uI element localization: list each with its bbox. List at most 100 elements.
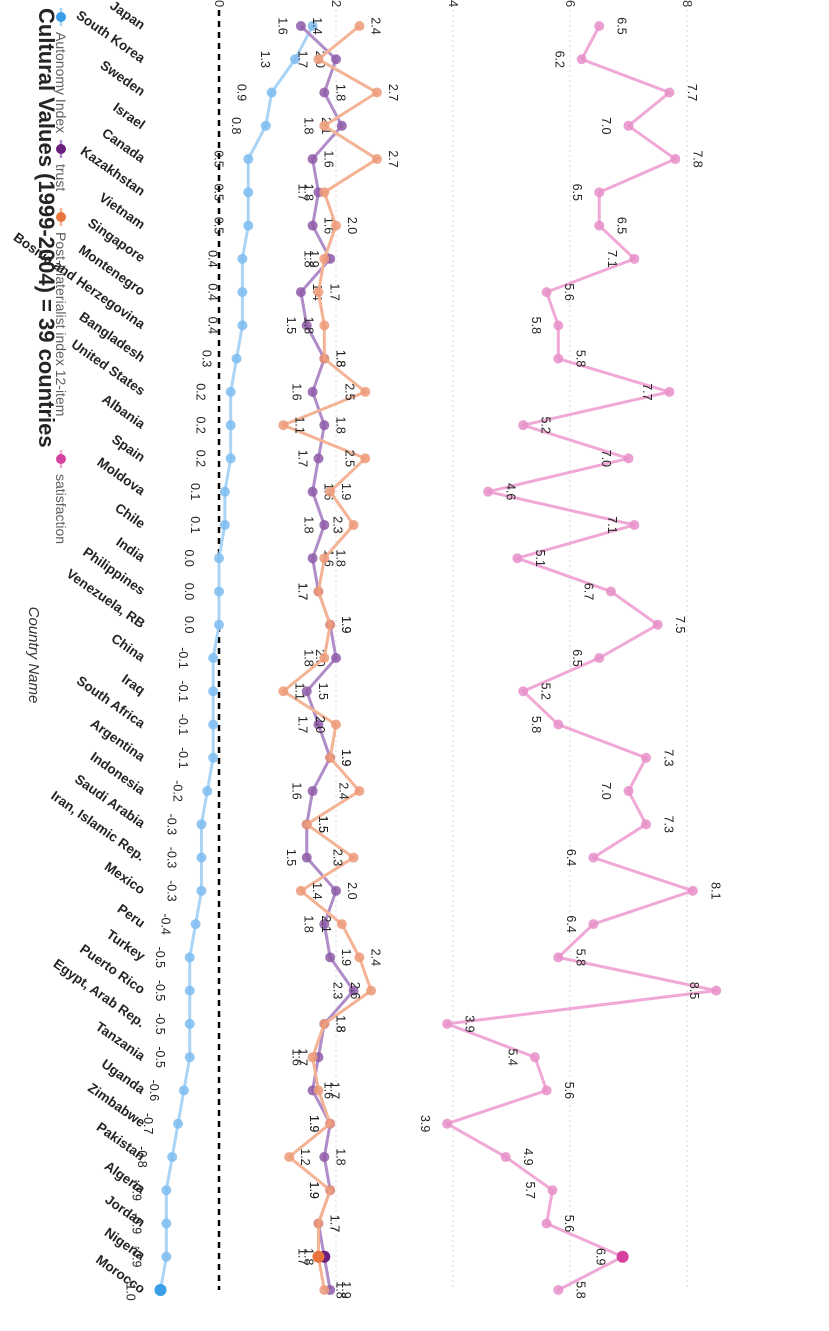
- data-point[interactable]: [284, 1151, 295, 1162]
- data-point[interactable]: [301, 852, 312, 863]
- data-point[interactable]: [154, 1284, 167, 1296]
- data-point[interactable]: [547, 1185, 558, 1196]
- data-point[interactable]: [313, 1218, 324, 1229]
- data-point[interactable]: [354, 952, 365, 963]
- data-point[interactable]: [518, 686, 529, 697]
- data-point[interactable]: [307, 486, 318, 497]
- data-point[interactable]: [594, 220, 605, 231]
- data-point[interactable]: [312, 1250, 325, 1263]
- data-point[interactable]: [348, 985, 359, 996]
- data-point[interactable]: [319, 1285, 330, 1295]
- data-point[interactable]: [307, 786, 318, 797]
- data-point[interactable]: [325, 752, 336, 763]
- data-point[interactable]: [301, 320, 312, 331]
- data-point[interactable]: [641, 752, 652, 763]
- data-point[interactable]: [664, 87, 675, 98]
- data-point[interactable]: [616, 1250, 629, 1263]
- data-point[interactable]: [307, 220, 318, 231]
- data-point[interactable]: [588, 852, 599, 863]
- data-point[interactable]: [325, 952, 336, 963]
- data-point[interactable]: [518, 420, 529, 431]
- legend-item[interactable]: satisfaction: [53, 450, 69, 544]
- data-point[interactable]: [184, 1052, 195, 1063]
- data-point[interactable]: [313, 453, 324, 464]
- data-point[interactable]: [225, 386, 236, 397]
- data-point[interactable]: [295, 885, 306, 896]
- data-point[interactable]: [541, 287, 552, 298]
- data-point[interactable]: [319, 519, 330, 530]
- legend-item[interactable]: trust: [53, 140, 69, 191]
- data-point[interactable]: [594, 653, 605, 663]
- data-point[interactable]: [331, 220, 341, 231]
- data-point[interactable]: [237, 253, 248, 264]
- legend-item[interactable]: Autonomy Index: [53, 8, 69, 133]
- data-point[interactable]: [366, 985, 377, 996]
- data-point[interactable]: [208, 752, 219, 763]
- data-point[interactable]: [319, 87, 330, 98]
- data-point[interactable]: [295, 287, 306, 298]
- data-point[interactable]: [313, 54, 324, 65]
- data-point[interactable]: [243, 154, 254, 165]
- data-point[interactable]: [173, 1118, 184, 1129]
- data-point[interactable]: [307, 1052, 318, 1063]
- data-point[interactable]: [260, 120, 271, 131]
- data-point[interactable]: [325, 1118, 336, 1129]
- data-point[interactable]: [319, 553, 330, 564]
- data-point[interactable]: [208, 686, 219, 697]
- data-point[interactable]: [442, 1118, 453, 1129]
- data-point[interactable]: [225, 453, 236, 464]
- data-point[interactable]: [623, 786, 634, 797]
- data-point[interactable]: [266, 87, 277, 98]
- data-point[interactable]: [371, 87, 382, 98]
- data-point[interactable]: [319, 353, 330, 364]
- data-point[interactable]: [336, 120, 347, 131]
- data-point[interactable]: [307, 553, 318, 564]
- data-point[interactable]: [629, 253, 640, 264]
- data-point[interactable]: [319, 420, 330, 431]
- data-point[interactable]: [576, 54, 587, 65]
- data-point[interactable]: [184, 952, 195, 963]
- data-point[interactable]: [219, 486, 230, 497]
- data-point[interactable]: [331, 653, 341, 663]
- data-point[interactable]: [348, 519, 359, 530]
- data-point[interactable]: [301, 819, 312, 830]
- data-point[interactable]: [278, 420, 289, 431]
- legend-item[interactable]: Post-Materialist index 12-item: [53, 208, 69, 416]
- data-point[interactable]: [623, 120, 634, 131]
- data-point[interactable]: [161, 1185, 172, 1196]
- data-point[interactable]: [594, 187, 605, 198]
- data-point[interactable]: [319, 1151, 330, 1162]
- data-point[interactable]: [500, 1151, 511, 1162]
- data-point[interactable]: [483, 486, 494, 497]
- data-point[interactable]: [553, 320, 564, 331]
- data-point[interactable]: [231, 353, 242, 364]
- data-point[interactable]: [190, 919, 201, 930]
- data-point[interactable]: [307, 21, 318, 31]
- data-point[interactable]: [225, 420, 236, 431]
- data-point[interactable]: [319, 653, 330, 663]
- data-point[interactable]: [319, 320, 330, 331]
- data-point[interactable]: [167, 1151, 178, 1162]
- data-point[interactable]: [290, 54, 301, 65]
- data-point[interactable]: [325, 1185, 336, 1196]
- data-point[interactable]: [319, 187, 330, 198]
- data-point[interactable]: [371, 154, 382, 165]
- data-point[interactable]: [184, 985, 195, 996]
- data-point[interactable]: [202, 786, 213, 797]
- data-point[interactable]: [313, 287, 324, 298]
- data-point[interactable]: [442, 1018, 453, 1029]
- data-point[interactable]: [348, 852, 359, 863]
- data-point[interactable]: [331, 719, 341, 730]
- data-point[interactable]: [161, 1251, 172, 1262]
- data-point[interactable]: [319, 919, 330, 930]
- data-point[interactable]: [354, 786, 365, 797]
- data-point[interactable]: [360, 386, 371, 397]
- data-point[interactable]: [184, 1018, 195, 1029]
- data-point[interactable]: [214, 586, 224, 597]
- data-point[interactable]: [319, 253, 330, 264]
- data-point[interactable]: [553, 952, 564, 963]
- data-point[interactable]: [319, 120, 330, 131]
- data-point[interactable]: [629, 519, 640, 530]
- data-point[interactable]: [605, 586, 616, 597]
- data-point[interactable]: [670, 154, 681, 165]
